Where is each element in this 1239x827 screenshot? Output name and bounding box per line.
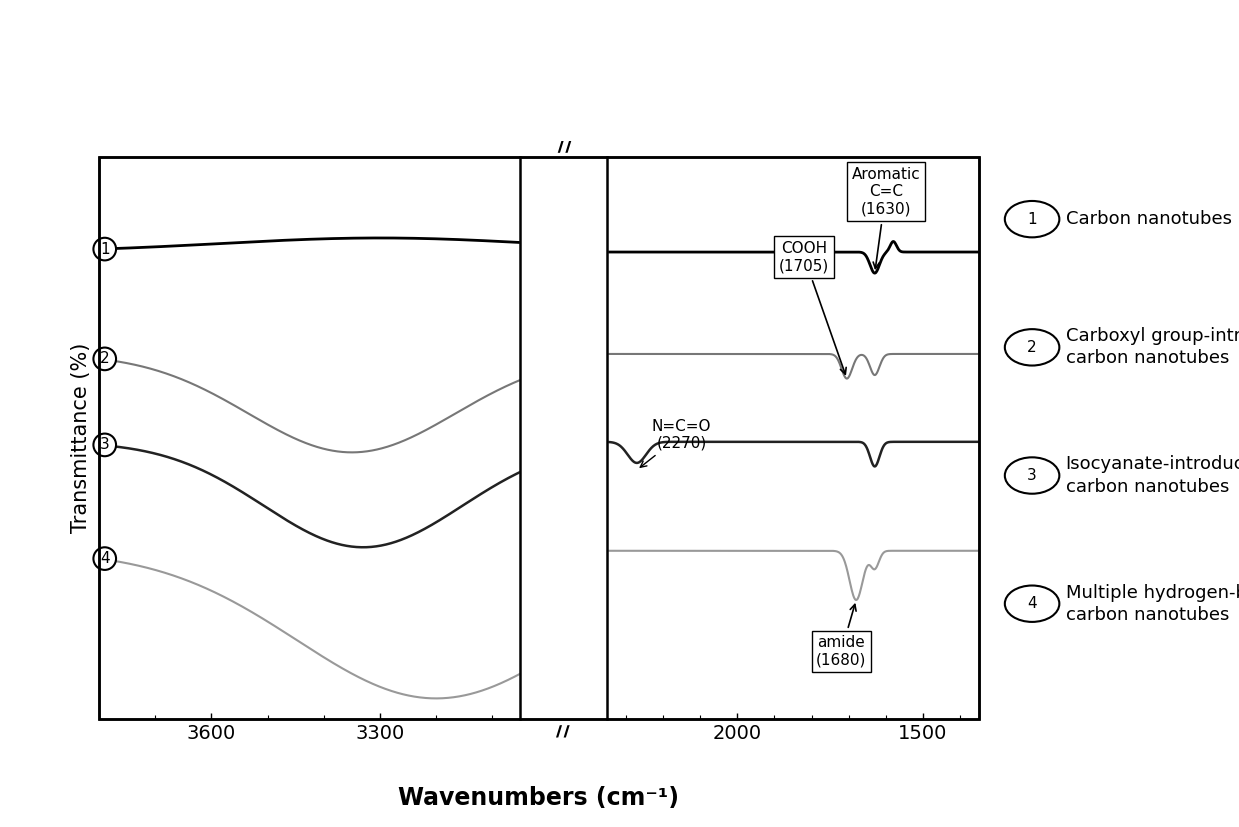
Text: 3: 3 [1027,468,1037,483]
Text: //: // [556,719,571,739]
Text: 2: 2 [1027,340,1037,355]
Text: amide
(1680): amide (1680) [817,605,866,667]
Y-axis label: Transmittance (%): Transmittance (%) [71,343,90,533]
Text: 1: 1 [100,241,109,256]
Text: Wavenumbers (cm⁻¹): Wavenumbers (cm⁻¹) [399,786,679,810]
Text: COOH
(1705): COOH (1705) [779,241,846,374]
Text: Isocyanate-introduced
carbon nanotubes: Isocyanate-introduced carbon nanotubes [1066,456,1239,495]
Text: Carboxyl group-introduced
carbon nanotubes: Carboxyl group-introduced carbon nanotub… [1066,327,1239,367]
Text: 4: 4 [100,551,109,566]
Text: Aromatic
C=C
(1630): Aromatic C=C (1630) [851,167,921,269]
Text: //: // [556,141,571,160]
Text: Multiple hydrogen-bonded
carbon nanotubes: Multiple hydrogen-bonded carbon nanotube… [1066,584,1239,624]
Text: 2: 2 [100,351,109,366]
Text: 4: 4 [1027,596,1037,611]
Text: 1: 1 [1027,212,1037,227]
Text: N=C=O
(2270): N=C=O (2270) [641,418,711,467]
Text: Carbon nanotubes: Carbon nanotubes [1066,210,1232,228]
Text: 3: 3 [100,437,109,452]
